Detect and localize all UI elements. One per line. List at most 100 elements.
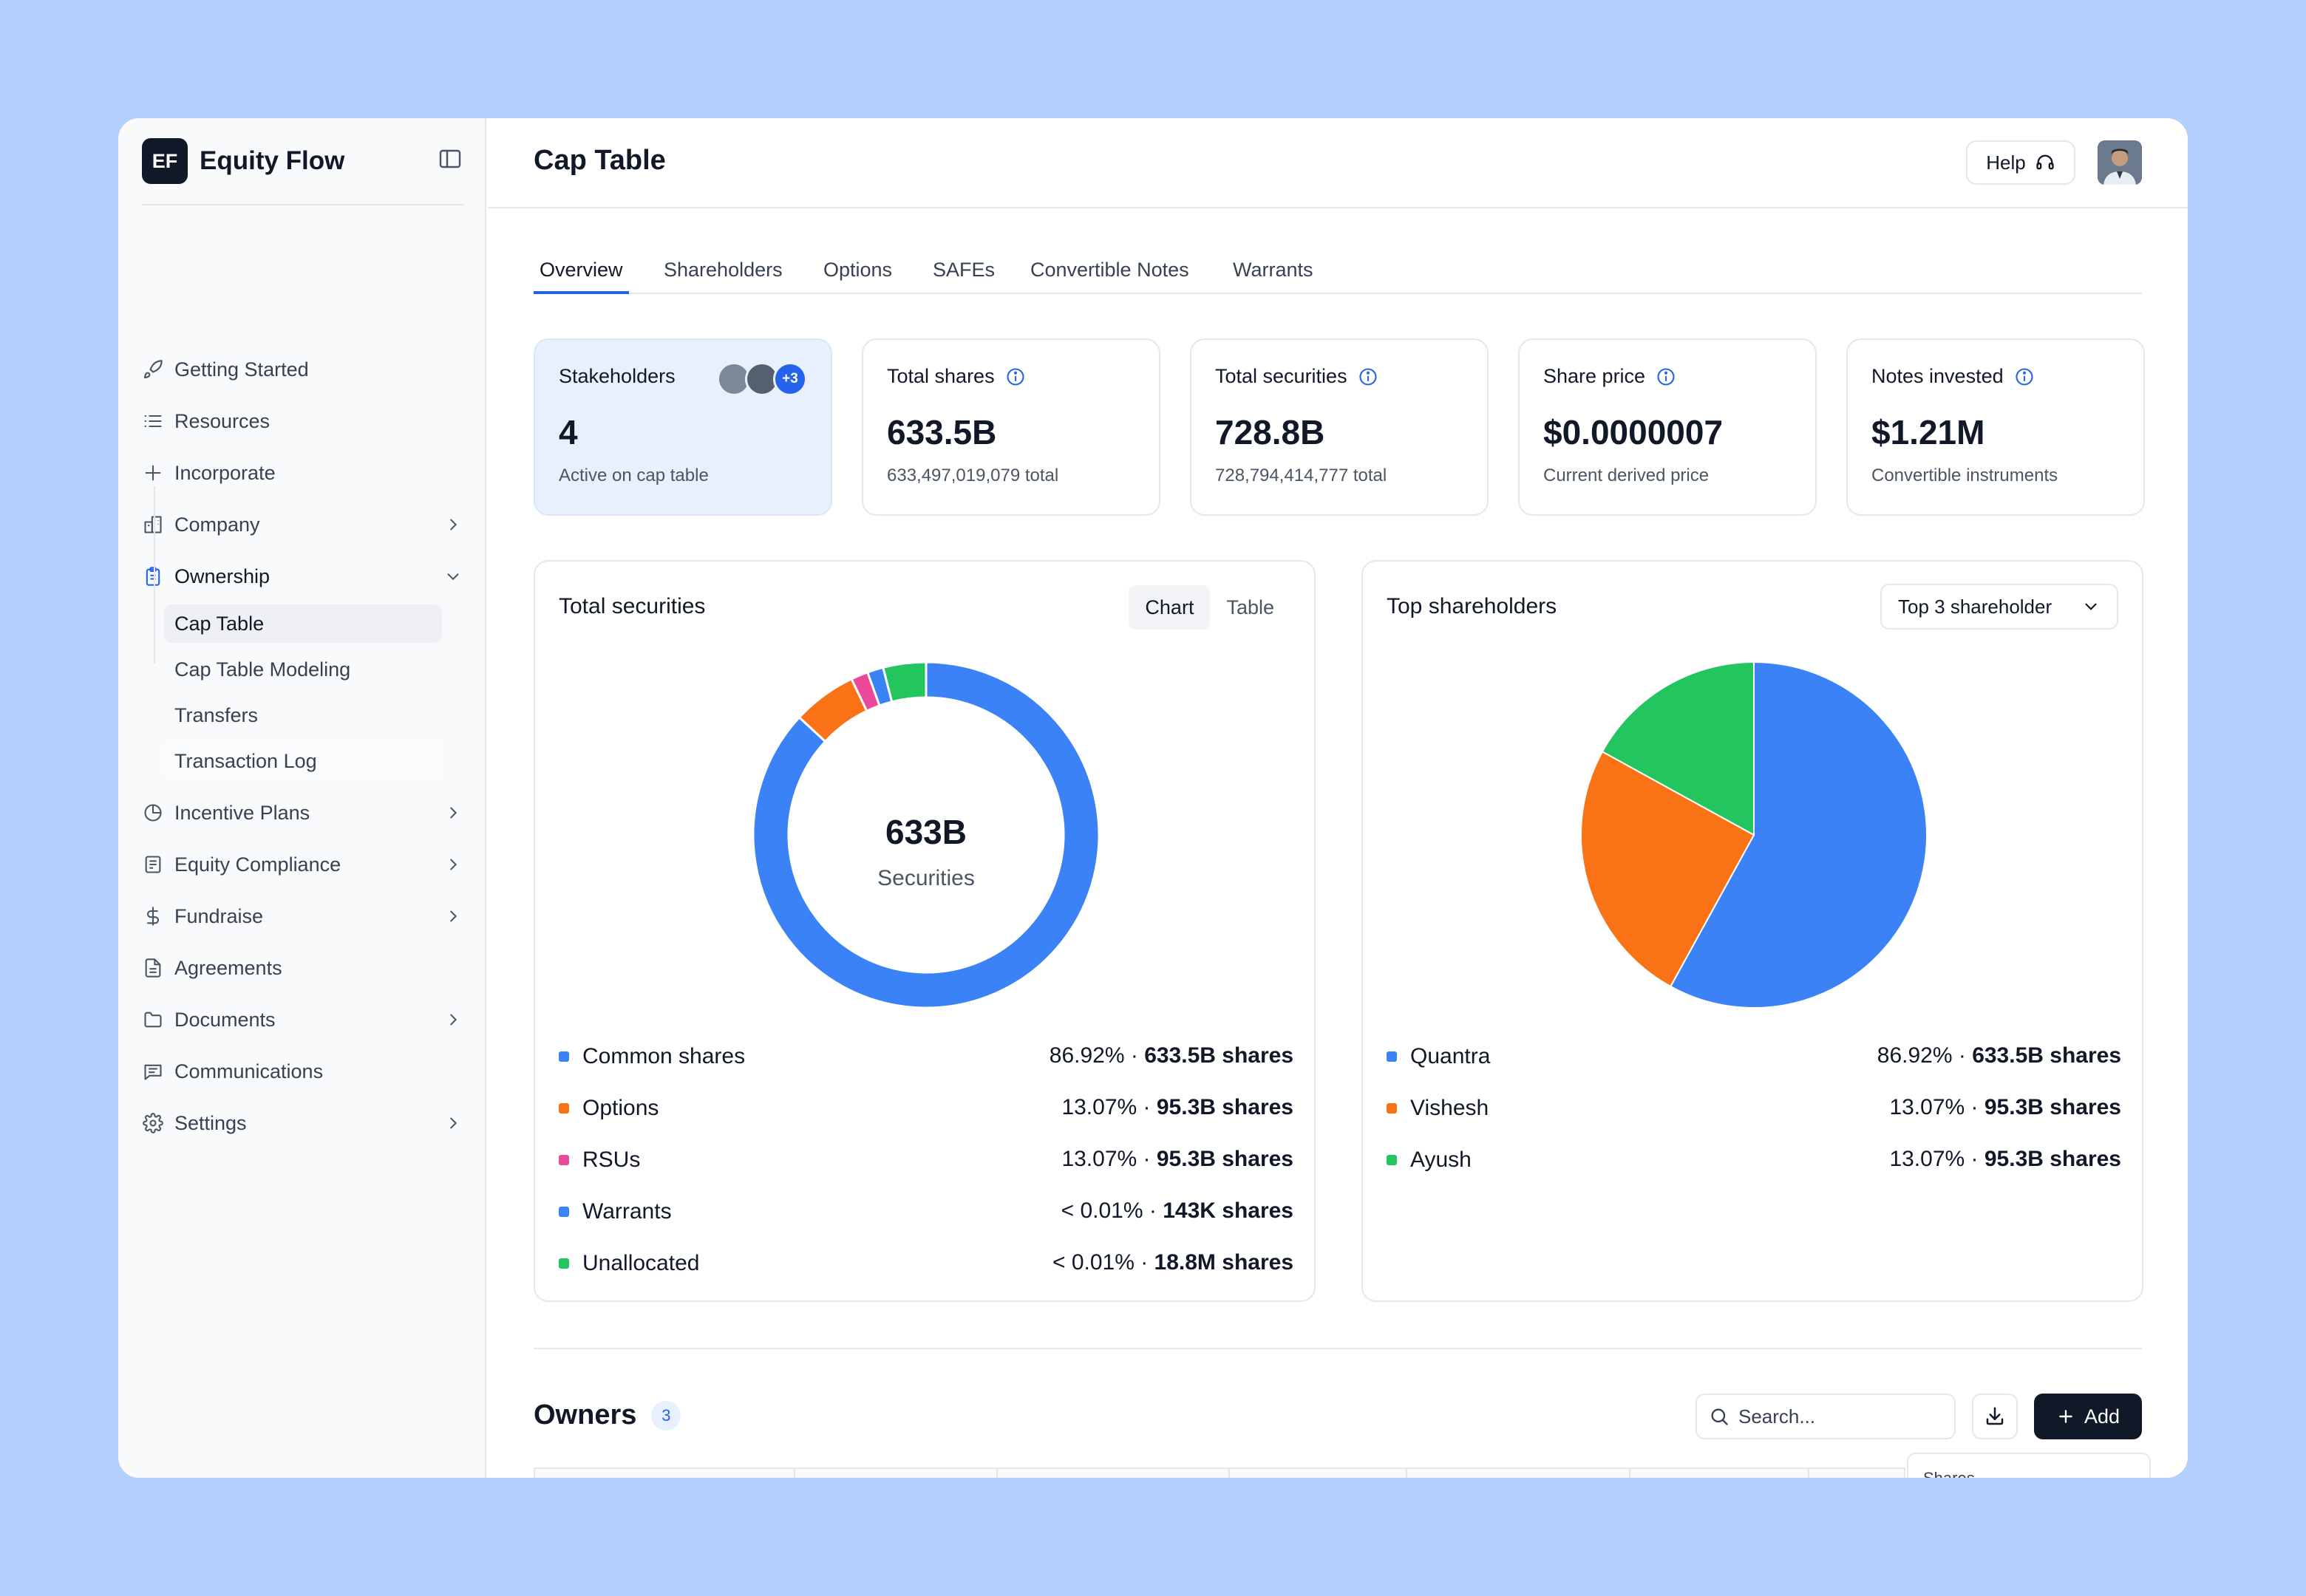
legend-color-swatch — [1387, 1051, 1397, 1062]
card-subtext: Active on cap table — [559, 466, 709, 485]
sidebar-item-ownership[interactable]: Ownership — [142, 557, 464, 596]
sidebar-subitem-cap-table[interactable]: Cap Table — [164, 604, 442, 643]
sidebar-subitem-cap-table-modeling[interactable]: Cap Table Modeling — [174, 658, 351, 681]
sidebar-item-resources[interactable]: Resources — [142, 402, 464, 440]
search-input[interactable] — [1738, 1405, 1945, 1428]
legend-color-swatch — [559, 1103, 569, 1114]
legend-percent: < 0.01% · — [1052, 1250, 1154, 1275]
card-value: $0.0000007 — [1543, 413, 1724, 451]
help-button[interactable]: Help — [1966, 140, 2075, 185]
card-value: 4 — [559, 413, 578, 451]
info-icon[interactable] — [1005, 366, 1026, 387]
legend-percent: 13.07% · — [1889, 1095, 1984, 1119]
sidebar-item-documents[interactable]: Documents — [142, 1000, 464, 1039]
sidebar-item-incentive-plans[interactable]: Incentive Plans — [142, 794, 464, 832]
slice-quantra[interactable] — [1669, 661, 1928, 1009]
tab-safes[interactable]: SAFEs — [933, 259, 996, 281]
card-label: Total securities — [1215, 365, 1378, 388]
sidebar-item-label: Incorporate — [174, 461, 276, 484]
legend-shares: 95.3B shares — [1984, 1095, 2121, 1119]
help-label: Help — [1986, 151, 2026, 174]
legend-row: Warrants < 0.01% · 143K shares — [559, 1193, 1293, 1231]
card-label: Share price — [1543, 365, 1676, 388]
slice-vishesh[interactable] — [1580, 750, 1755, 988]
top-shareholders-panel: Top shareholders Top 3 shareholder Quant… — [1361, 560, 2143, 1302]
sidebar-subitem-transfers[interactable]: Transfers — [174, 703, 259, 726]
legend-color-swatch — [559, 1258, 569, 1269]
plus-icon — [2059, 1410, 2072, 1423]
legend-color-swatch — [559, 1207, 569, 1217]
legend-label: Options — [582, 1096, 659, 1120]
add-owner-button[interactable]: Add — [2034, 1394, 2142, 1439]
info-icon[interactable] — [2014, 366, 2035, 387]
column-divider — [1808, 1469, 1809, 1478]
legend-value: 13.07% · 95.3B shares — [1061, 1147, 1293, 1172]
tab-overview[interactable]: Overview — [534, 251, 629, 294]
sidebar-item-label: Ownership — [174, 565, 271, 587]
clipboard-icon — [142, 565, 164, 587]
legend-shares: 95.3B shares — [1984, 1147, 2121, 1171]
sidebar-subitem-transaction-log[interactable]: Transaction Log — [164, 742, 442, 780]
sidebar-item-company[interactable]: Company — [142, 505, 464, 544]
info-icon[interactable] — [1656, 366, 1676, 387]
app-window: EF Equity Flow Getting Started Resources… — [118, 118, 2188, 1478]
sidebar-item-getting-started[interactable]: Getting Started — [142, 350, 464, 389]
shareholders-pie-chart — [1580, 661, 1928, 1009]
legend-value: < 0.01% · 143K shares — [1061, 1198, 1293, 1224]
legend-value: 86.92% · 633.5B shares — [1877, 1043, 2121, 1068]
slice-unallocated[interactable] — [881, 661, 928, 703]
sidebar-divider — [142, 204, 464, 205]
chart-table-toggle: Chart Table — [1129, 585, 1290, 630]
tab-convertible-notes[interactable]: Convertible Notes — [1030, 259, 1189, 281]
rocket-icon — [142, 358, 164, 381]
sidebar-item-agreements[interactable]: Agreements — [142, 949, 464, 987]
tab-warrants[interactable]: Warrants — [1233, 259, 1313, 281]
download-button[interactable] — [1972, 1394, 2018, 1439]
sidebar-item-incorporate[interactable]: Incorporate — [142, 454, 464, 492]
slice-common-shares[interactable] — [752, 661, 1101, 1009]
table-toggle-button[interactable]: Table — [1226, 596, 1274, 618]
search-field[interactable] — [1696, 1394, 1956, 1439]
tab-options[interactable]: Options — [823, 259, 893, 281]
add-label: Add — [2084, 1405, 2120, 1428]
sidebar-item-equity-compliance[interactable]: Equity Compliance — [142, 845, 464, 884]
legend-color-swatch — [559, 1155, 569, 1165]
slice-ayush[interactable] — [1601, 661, 1755, 836]
sidebar-item-communications[interactable]: Communications — [142, 1052, 464, 1091]
dollar-icon — [142, 905, 164, 927]
sidebar-item-label: Settings — [174, 1111, 247, 1134]
info-icon[interactable] — [1358, 366, 1378, 387]
sidebar-toggle-icon[interactable] — [439, 149, 464, 171]
sidebar-item-label: Agreements — [174, 956, 282, 979]
legend-percent: 86.92% · — [1877, 1043, 1973, 1068]
card-value: 633.5B — [887, 413, 997, 451]
building-icon — [142, 514, 164, 536]
user-avatar[interactable] — [2098, 140, 2142, 185]
top-shareholder-dropdown[interactable]: Top 3 shareholder — [1880, 584, 2118, 630]
donut-center-value: 633B — [885, 813, 967, 851]
legend-shares: 95.3B shares — [1156, 1095, 1293, 1119]
legend-shares: 95.3B shares — [1156, 1147, 1293, 1171]
submenu-guide-line — [154, 486, 155, 664]
chart-toggle-button[interactable]: Chart — [1129, 585, 1211, 630]
legend-row: Common shares 86.92% · 633.5B shares — [559, 1037, 1293, 1076]
column-popover[interactable]: Shares — [1907, 1453, 2151, 1478]
sidebar-item-fundraise[interactable]: Fundraise — [142, 897, 464, 935]
legend-row: Options 13.07% · 95.3B shares — [559, 1089, 1293, 1128]
sidebar-item-settings[interactable]: Settings — [142, 1104, 464, 1142]
document-icon — [142, 957, 164, 979]
sidebar-item-label: Incentive Plans — [174, 801, 310, 824]
tab-shareholders[interactable]: Shareholders — [664, 259, 783, 281]
legend-value: 13.07% · 95.3B shares — [1889, 1147, 2121, 1172]
list-icon — [142, 410, 164, 432]
card-value: $1.21M — [1871, 413, 1985, 451]
chevron-right-icon — [442, 1112, 464, 1134]
donut-center-label: Securities — [877, 866, 975, 890]
chevron-right-icon — [442, 905, 464, 927]
legend-label: Quantra — [1410, 1044, 1491, 1068]
card-subtext: 633,497,019,079 total — [887, 466, 1059, 485]
legend-label: RSUs — [582, 1147, 641, 1172]
brand-logo: EF — [142, 138, 188, 184]
card-subtext: Convertible instruments — [1871, 466, 2058, 485]
stat-card-total-shares: Total shares 633.5B 633,497,019,079 tota… — [862, 338, 1160, 516]
